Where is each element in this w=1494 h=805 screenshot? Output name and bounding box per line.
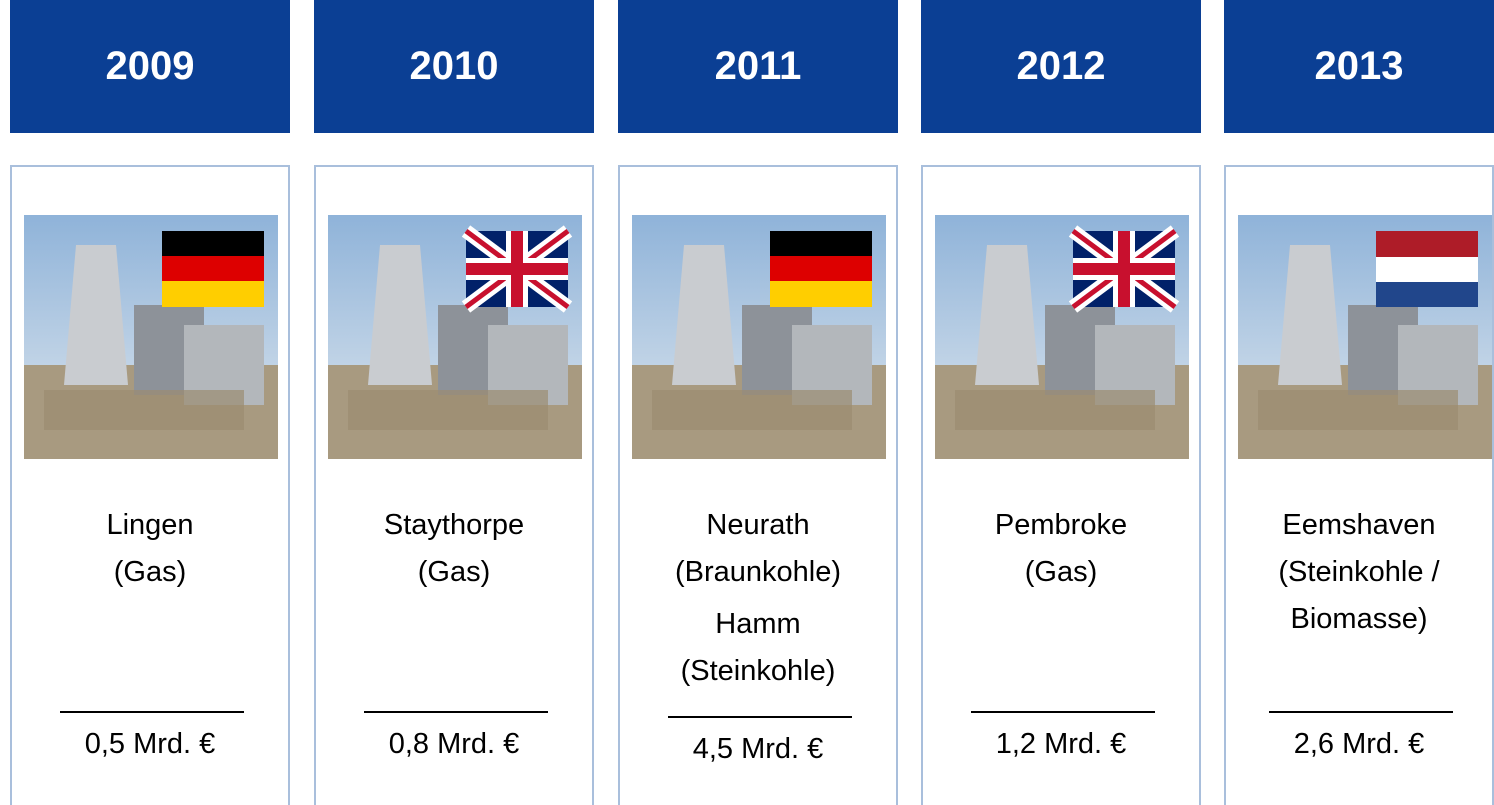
amount: 2,6 Mrd. € <box>1226 721 1492 768</box>
plant-text: Neurath <box>620 502 896 549</box>
plant-card: Neurath(Braunkohle) Hamm(Steinkohle) 4,5 M… <box>618 165 898 805</box>
separator-line <box>668 716 852 718</box>
plant-card: Lingen(Gas) 0,5 Mrd. € <box>10 165 290 805</box>
plant-text: Lingen <box>12 502 288 549</box>
year-header: 2011 <box>618 0 898 133</box>
plant-photo <box>24 215 278 459</box>
plant-text: (Steinkohle / <box>1226 549 1492 596</box>
plant-photo <box>328 215 582 459</box>
plant-text: Hamm <box>620 601 896 648</box>
plant-text: (Braunkohle) <box>620 549 896 596</box>
amount: 4,5 Mrd. € <box>620 726 896 773</box>
plant-text: Pembroke <box>923 502 1199 549</box>
plant-text: (Gas) <box>923 549 1199 596</box>
separator-line <box>971 711 1155 713</box>
plant-photo <box>632 215 886 459</box>
separator-line <box>1269 711 1453 713</box>
plant-photo <box>935 215 1189 459</box>
page: {"columns": [ {"year": "2009", "plants":… <box>0 0 1494 802</box>
amount: 1,2 Mrd. € <box>923 721 1199 768</box>
year-header: 2010 <box>314 0 594 133</box>
plant-card: Eemshaven(Steinkohle /Biomasse) 2,6 Mrd. … <box>1224 165 1494 805</box>
plant-text: Staythorpe <box>316 502 592 549</box>
year-header: 2012 <box>921 0 1201 133</box>
plant-text: Biomasse) <box>1226 596 1492 643</box>
separator-line <box>364 711 548 713</box>
amount: 0,5 Mrd. € <box>12 721 288 768</box>
separator-line <box>60 711 244 713</box>
year-header: 2013 <box>1224 0 1494 133</box>
plant-card: Staythorpe(Gas) 0,8 Mrd. € <box>314 165 594 805</box>
amount: 0,8 Mrd. € <box>316 721 592 768</box>
year-header: 2009 <box>10 0 290 133</box>
plant-text: Eemshaven <box>1226 502 1492 549</box>
plant-photo <box>1238 215 1492 459</box>
plant-text: (Gas) <box>316 549 592 596</box>
plant-text: (Gas) <box>12 549 288 596</box>
plant-text: (Steinkohle) <box>620 648 896 695</box>
plant-card: Pembroke(Gas) 1,2 Mrd. € <box>921 165 1201 805</box>
